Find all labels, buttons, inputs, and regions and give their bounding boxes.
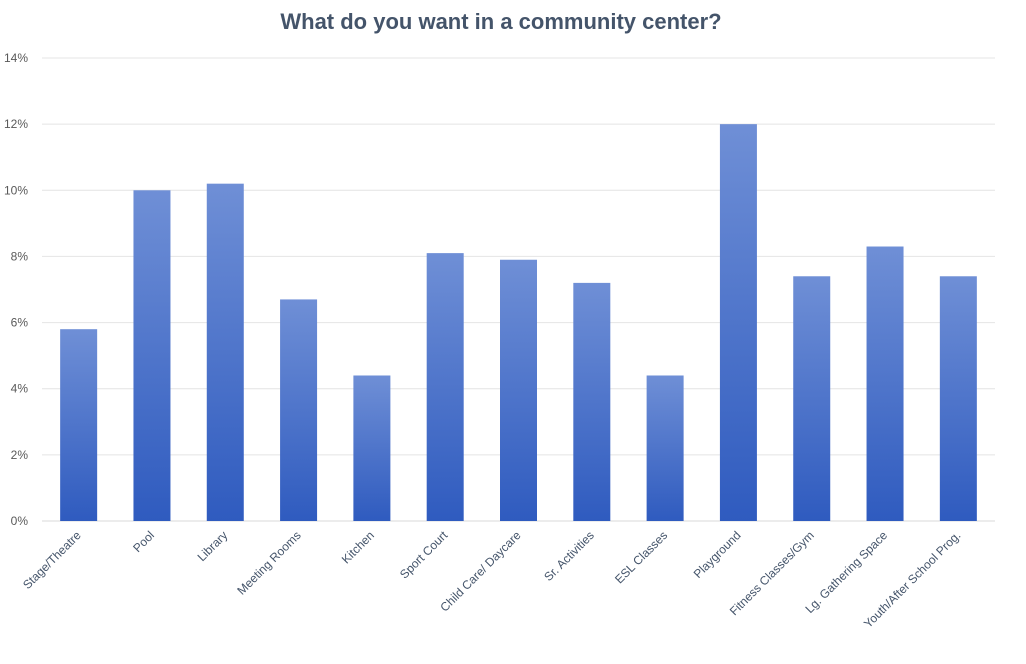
bars	[60, 124, 977, 522]
bar	[353, 375, 391, 521]
bar	[646, 375, 684, 521]
x-category-label: Kitchen	[339, 528, 377, 566]
bar	[866, 246, 904, 521]
y-tick-label: 2%	[11, 448, 29, 462]
y-axis-tick-labels: 0% 2% 4% 6% 8% 10% 12% 14%	[4, 51, 28, 528]
x-axis-category-labels: Stage/Theatre Pool Library Meeting Rooms Kit…	[20, 528, 963, 631]
bar	[719, 124, 757, 522]
x-category-label: Lg. Gathering Space	[802, 528, 890, 616]
x-category-label: Playground	[691, 528, 744, 581]
y-tick-label: 8%	[11, 249, 29, 263]
y-tick-label: 14%	[4, 51, 28, 65]
bar	[793, 276, 831, 521]
bar	[60, 329, 98, 521]
y-tick-label: 6%	[11, 316, 29, 330]
chart-title: What do you want in a community center?	[280, 9, 721, 34]
x-category-label: ESL Classes	[612, 528, 670, 586]
x-category-label: Library	[195, 528, 231, 564]
x-category-label: Child Care/ Daycare	[437, 528, 524, 615]
bar	[500, 259, 537, 521]
x-category-label: Meeting Rooms	[234, 528, 303, 597]
bar	[573, 282, 611, 521]
x-category-label: Sr. Activities	[541, 528, 597, 584]
bar	[939, 276, 977, 521]
bar	[426, 253, 464, 521]
y-tick-label: 10%	[4, 183, 28, 197]
x-category-label: Pool	[130, 528, 157, 555]
x-category-label: Stage/Theatre	[20, 528, 84, 592]
bar	[280, 299, 318, 521]
y-tick-label: 0%	[11, 514, 29, 528]
y-tick-label: 4%	[11, 382, 29, 396]
bar	[206, 183, 244, 521]
x-category-label: Sport Court	[397, 528, 451, 582]
bar	[133, 190, 171, 522]
y-tick-label: 12%	[4, 117, 28, 131]
